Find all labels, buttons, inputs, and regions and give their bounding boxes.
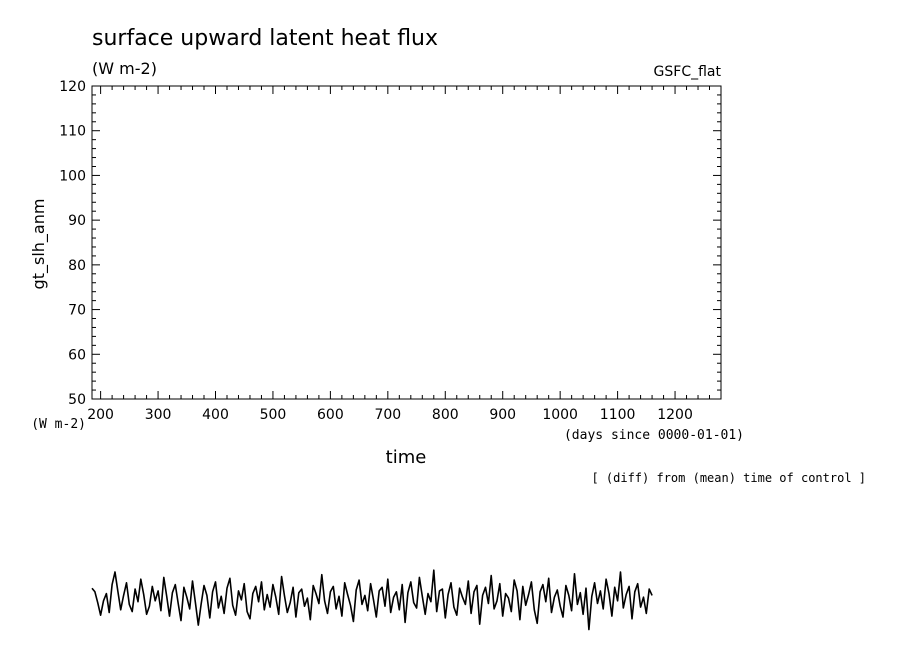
x-tick-label: 500 (260, 407, 287, 423)
x-tick-label: 700 (374, 407, 401, 423)
x-axis-label: time (386, 447, 427, 468)
dataset-annotation: GSFC_flat (654, 64, 722, 80)
y-tick-label: 100 (59, 168, 86, 184)
y-tick-label: 60 (68, 347, 86, 363)
x-tick-label: 1200 (657, 407, 693, 423)
y-tick-label: 70 (68, 303, 86, 319)
x-tick-label: 200 (87, 407, 114, 423)
plot-frame (91, 85, 722, 400)
y-tick-label: 110 (59, 124, 86, 140)
series-line (91, 569, 653, 631)
y-tick-label: 120 (59, 79, 86, 95)
x-tick-label: 1100 (600, 407, 636, 423)
y-tick-label: 90 (68, 213, 86, 229)
x-tick-label: 1000 (542, 407, 578, 423)
x-axis-unit: (days since 0000-01-01) (564, 428, 744, 443)
x-tick-label: 400 (202, 407, 229, 423)
chart-subtitle: (W m-2) (92, 59, 157, 78)
x-tick-label: 900 (489, 407, 516, 423)
x-axis-ticks: 200 300 400 500 600 700 800 900 1000 1100 1200 (87, 86, 722, 423)
x-tick-label: 300 (145, 407, 172, 423)
y-axis-label: gt_slh_anm (29, 199, 49, 290)
x-tick-label: 600 (317, 407, 344, 423)
y-tick-label: 50 (68, 392, 86, 408)
data-note: [ (diff) from (mean) time of control ] (591, 471, 866, 485)
y-axis-ticks: 50 60 70 80 90 100 110 120 (59, 79, 721, 408)
x-tick-label: 800 (432, 407, 459, 423)
chart-title: surface upward latent heat flux (92, 26, 438, 51)
y-axis-unit: (W m-2) (31, 417, 86, 432)
y-tick-label: 80 (68, 258, 86, 274)
